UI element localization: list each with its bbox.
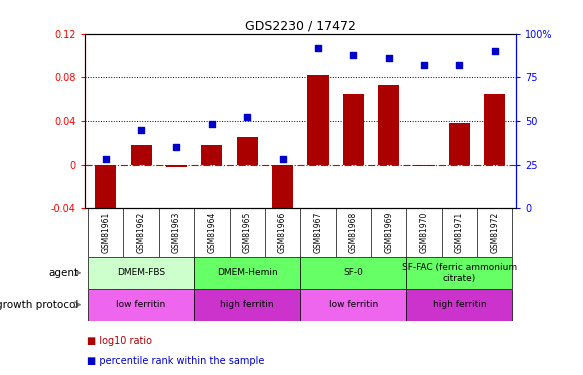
Point [455, 62, 464, 68]
Text: GSM81965: GSM81965 [243, 212, 252, 254]
Text: low ferritin: low ferritin [117, 300, 166, 309]
Bar [95, 165, 117, 210]
Bar [88, 257, 194, 289]
Bar [484, 94, 505, 165]
Text: high ferritin: high ferritin [433, 300, 486, 309]
Bar [194, 257, 300, 289]
Text: DMEM-Hemin: DMEM-Hemin [217, 268, 278, 278]
Point [243, 114, 252, 120]
Point [101, 156, 110, 162]
Point [207, 122, 216, 128]
Point [278, 156, 287, 162]
Bar [131, 145, 152, 165]
Bar [406, 257, 512, 289]
Bar [378, 85, 399, 165]
Point [419, 62, 429, 68]
Bar [88, 289, 194, 321]
Bar [237, 137, 258, 165]
Point [349, 52, 358, 58]
Title: GDS2230 / 17472: GDS2230 / 17472 [245, 20, 356, 33]
Point [313, 45, 322, 51]
Point [172, 144, 181, 150]
Text: agent: agent [48, 268, 79, 278]
Text: SF-FAC (ferric ammonium
citrate): SF-FAC (ferric ammonium citrate) [402, 263, 517, 282]
Point [136, 127, 146, 133]
Point [490, 48, 500, 54]
Text: GSM81970: GSM81970 [420, 212, 429, 254]
Bar [406, 289, 512, 321]
Bar [194, 289, 300, 321]
Text: growth protocol: growth protocol [0, 300, 79, 310]
Bar [343, 94, 364, 165]
Text: GSM81961: GSM81961 [101, 212, 110, 253]
Text: GSM81968: GSM81968 [349, 212, 358, 253]
Text: DMEM-FBS: DMEM-FBS [117, 268, 165, 278]
Text: GSM81972: GSM81972 [490, 212, 499, 253]
Text: GSM81962: GSM81962 [136, 212, 146, 253]
Bar [449, 123, 470, 165]
Bar [272, 165, 293, 211]
Bar [300, 257, 406, 289]
Point [384, 55, 394, 61]
Text: high ferritin: high ferritin [220, 300, 274, 309]
Bar [166, 165, 187, 167]
Text: GSM81967: GSM81967 [314, 212, 322, 254]
Text: GSM81969: GSM81969 [384, 212, 393, 254]
Text: low ferritin: low ferritin [329, 300, 378, 309]
Bar [201, 145, 223, 165]
Bar [413, 165, 434, 166]
Bar [300, 289, 406, 321]
Bar [307, 75, 329, 165]
Text: GSM81964: GSM81964 [208, 212, 216, 254]
Text: ■ percentile rank within the sample: ■ percentile rank within the sample [87, 356, 265, 366]
Text: GSM81971: GSM81971 [455, 212, 464, 253]
Text: ■ log10 ratio: ■ log10 ratio [87, 336, 152, 346]
Text: SF-0: SF-0 [343, 268, 363, 278]
Text: GSM81966: GSM81966 [278, 212, 287, 254]
Text: GSM81963: GSM81963 [172, 212, 181, 254]
